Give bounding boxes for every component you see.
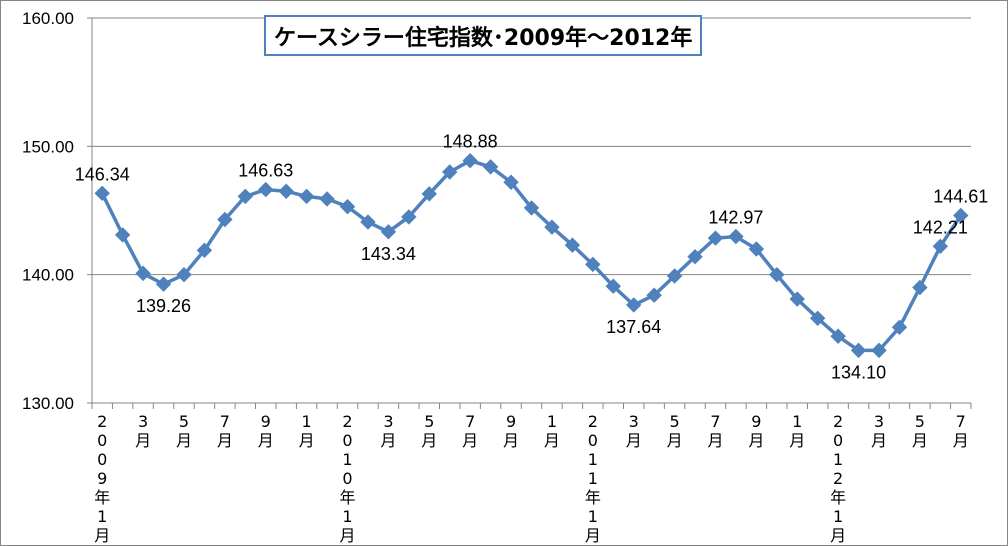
data-label: 144.61 [933, 187, 988, 207]
data-point-marker [258, 181, 274, 198]
data-label: 137.64 [606, 317, 661, 337]
data-point-marker [298, 188, 315, 205]
data-point-marker [687, 248, 703, 265]
data-point-marker [380, 224, 397, 240]
data-point-marker [871, 342, 887, 359]
data-label: 142.21 [913, 217, 968, 237]
data-point-marker [196, 242, 213, 258]
data-point-marker [442, 164, 458, 180]
axes [87, 17, 972, 409]
data-point-marker [155, 276, 172, 292]
data-point-marker [482, 159, 499, 175]
data-point-marker [646, 287, 662, 303]
data-point-marker [809, 310, 826, 327]
data-point-marker [850, 342, 867, 359]
data-point-marker [769, 266, 785, 283]
data-point-marker [912, 279, 928, 296]
data-point-marker [585, 256, 601, 273]
data-point-marker [564, 237, 581, 253]
data-point-marker [544, 219, 560, 235]
data-point-marker [748, 241, 765, 257]
data-point-marker [462, 152, 478, 169]
gridlines [92, 17, 971, 276]
data-point-marker [626, 297, 642, 313]
data-point-marker [789, 291, 805, 307]
data-point-marker [319, 191, 335, 207]
y-tick-label: 160.00 [22, 9, 74, 28]
data-point-marker [217, 211, 233, 228]
data-label: 148.88 [443, 132, 498, 152]
data-point-marker [728, 228, 744, 245]
data-point-marker [360, 214, 376, 230]
data-point-marker [707, 230, 724, 246]
data-point-marker [114, 227, 131, 243]
data-point-marker [503, 174, 519, 190]
data-point-marker [605, 278, 621, 294]
data-point-marker [94, 185, 110, 202]
y-tick-label: 140.00 [22, 266, 74, 285]
data-point-marker [830, 328, 846, 344]
data-markers [94, 152, 969, 359]
data-label: 134.10 [831, 362, 886, 382]
series-line-path [100, 158, 963, 353]
data-point-marker [666, 268, 683, 284]
data-point-marker [523, 200, 540, 216]
chart-title: ケースシラー住宅指数･2009年～2012年 [264, 15, 703, 56]
data-label: 146.63 [238, 161, 293, 181]
data-label: 139.26 [136, 296, 191, 316]
data-label: 146.34 [75, 164, 130, 184]
data-point-marker [891, 319, 908, 335]
x-axis-tick-labels: 2 0 0 9 年 1 月 3 月 5 月 7 月 9 月 1 月 2 0 1 0 年 1 月 3 月 5 月 7 月 9 月 1 月 2 0 1 1 年 1… [94, 412, 969, 545]
data-point-marker [176, 266, 192, 283]
y-axis-tick-labels: 130.00 140.00 150.00 160.00 [22, 9, 74, 413]
y-tick-label: 130.00 [22, 394, 74, 413]
data-point-marker [932, 238, 949, 255]
data-point-marker [339, 198, 356, 215]
data-label: 142.97 [708, 208, 763, 228]
data-point-marker [278, 183, 294, 199]
data-point-marker [237, 188, 254, 205]
data-labels: 146.34 139.26 146.63 143.34 148.88 137.64 142.… [75, 132, 989, 383]
data-label: 143.34 [361, 244, 416, 264]
y-tick-label: 150.00 [22, 137, 74, 156]
data-point-marker [953, 207, 969, 224]
series-line [100, 158, 963, 353]
data-point-marker [135, 265, 151, 282]
data-point-marker [401, 209, 417, 225]
data-point-marker [421, 186, 437, 202]
